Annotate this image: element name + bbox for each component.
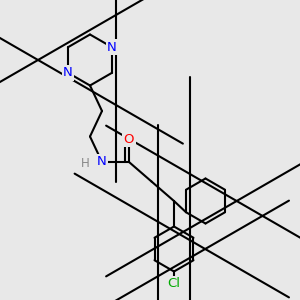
Text: H: H <box>81 157 90 170</box>
Text: N: N <box>97 155 107 169</box>
Text: N: N <box>63 66 73 79</box>
Text: O: O <box>124 133 134 146</box>
Text: N: N <box>107 41 117 54</box>
Text: Cl: Cl <box>167 277 181 290</box>
